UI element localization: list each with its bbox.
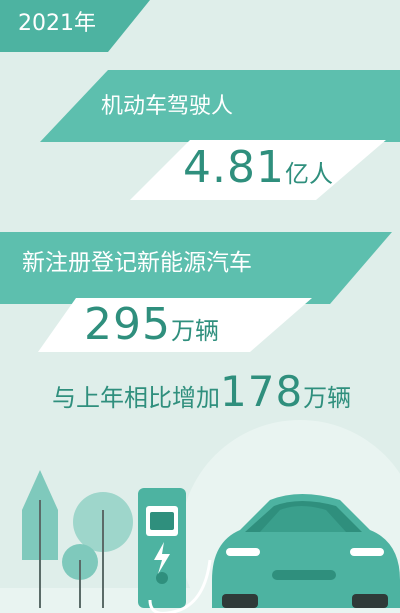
driver-value-row: 4.81亿人 (183, 146, 333, 190)
nev-title-band (0, 232, 392, 304)
nev-title: 新注册登记新能源汽车 (22, 250, 252, 276)
lightning-bolt-icon (154, 542, 170, 574)
driver-value-band (130, 140, 386, 200)
tree-icon (22, 470, 58, 608)
driver-title-band (40, 70, 400, 142)
nev-growth-prefix: 与上年相比增加 (52, 384, 220, 412)
nev-unit: 万辆 (170, 317, 219, 345)
year-banner (0, 0, 150, 52)
year-label: 2021年 (18, 11, 96, 36)
electric-car-icon (212, 494, 400, 608)
driver-title: 机动车驾驶人 (101, 94, 234, 119)
driver-unit: 亿人 (284, 160, 333, 188)
tree-icon (62, 544, 98, 608)
driver-value: 4.81 (183, 142, 285, 193)
tree-icon (73, 492, 133, 608)
nev-growth-row: 与上年相比增加178万辆 (52, 371, 351, 413)
nev-value-row: 295万辆 (84, 303, 219, 347)
nev-growth-unit: 万辆 (303, 384, 352, 412)
nev-value-band (38, 298, 312, 352)
nev-value: 295 (84, 299, 171, 350)
nev-growth-value: 178 (220, 367, 304, 416)
